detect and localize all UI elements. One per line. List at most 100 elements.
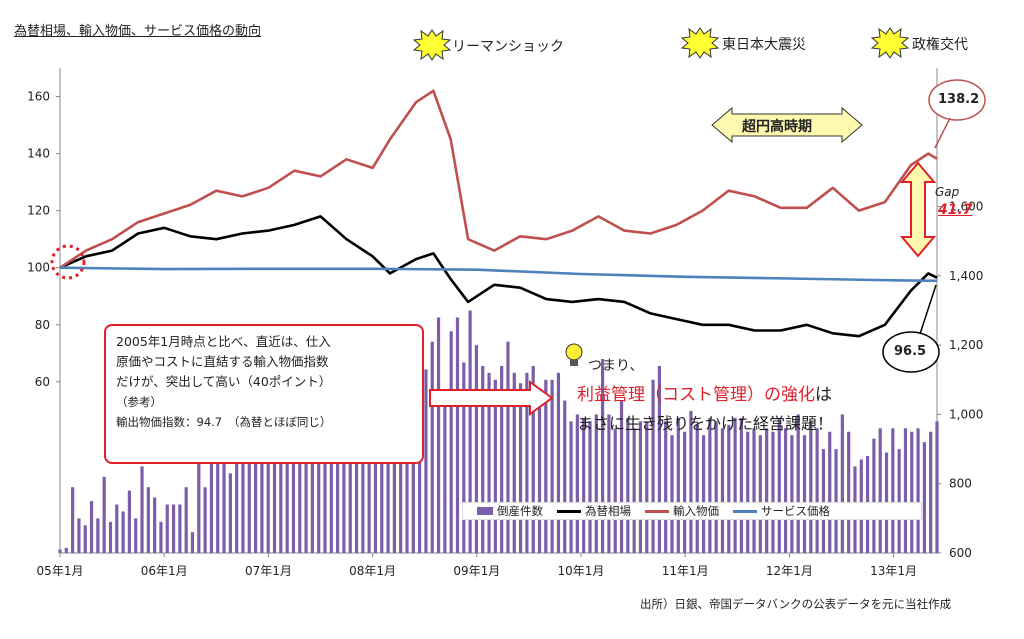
bar-bankruptcy xyxy=(828,431,832,553)
bar-bankruptcy xyxy=(247,449,251,553)
bar-bankruptcy xyxy=(468,310,472,553)
bar-bankruptcy xyxy=(878,428,882,553)
axes: 60 80 100 120 140 160 600 800 1,000 1,200 1,400 1,6… xyxy=(27,68,983,578)
bar-bankruptcy xyxy=(727,424,731,553)
bar-bankruptcy xyxy=(575,414,579,553)
bar-bankruptcy xyxy=(317,417,321,553)
bar-bankruptcy xyxy=(626,417,630,553)
bar-bankruptcy xyxy=(506,341,510,553)
bar-bankruptcy xyxy=(821,449,826,553)
bar-bankruptcy xyxy=(121,511,125,553)
bar-bankruptcy xyxy=(645,421,649,553)
callout-line: だけが、突出して高い（40ポイント） xyxy=(116,374,332,389)
bar-bankruptcy xyxy=(178,504,182,553)
bar-bankruptcy xyxy=(64,547,68,553)
start-marker-circle xyxy=(50,244,86,280)
bar-bankruptcy xyxy=(714,421,718,553)
bar-bankruptcy xyxy=(89,501,94,553)
bar-bankruptcy xyxy=(582,417,586,553)
bar-bankruptcy xyxy=(159,521,163,553)
event-label-regime-change: 政権交代 xyxy=(912,37,968,53)
y-left-tick-label: 160 xyxy=(27,90,50,104)
bar-bankruptcy xyxy=(373,379,378,553)
line-service_price xyxy=(59,266,938,283)
bar-bankruptcy xyxy=(367,404,371,553)
bar-bankruptcy xyxy=(569,421,573,553)
legend-label: サービス価格 xyxy=(761,504,830,518)
bar-bankruptcy xyxy=(436,317,441,553)
import-end-value: 138.2 xyxy=(938,92,980,107)
legend-swatch xyxy=(733,509,757,513)
star-icon xyxy=(870,27,910,59)
bar-bankruptcy xyxy=(134,518,138,553)
callout-line: 2005年1月時点と比べ、直近は、仕入 xyxy=(116,334,331,349)
y-right-tick-label: 1,400 xyxy=(949,269,983,283)
bar-bankruptcy xyxy=(443,404,447,553)
bar-bankruptcy xyxy=(916,428,920,553)
gap-value: 41.7 xyxy=(938,202,973,218)
legend-item: 輸入物価 xyxy=(645,503,719,519)
bar-bankruptcy xyxy=(304,414,308,553)
bar-bankruptcy xyxy=(840,414,844,553)
legend-label: 為替相場 xyxy=(585,504,631,518)
bar-bankruptcy xyxy=(601,359,605,553)
bar-bankruptcy xyxy=(664,421,668,553)
x-tick-label: 05年1月 xyxy=(37,564,84,578)
event-label-lehman: リーマンショック xyxy=(452,39,564,55)
bar-bankruptcy xyxy=(922,442,926,553)
bar-bankruptcy xyxy=(847,431,851,553)
bar-bankruptcy xyxy=(481,365,485,553)
line-series xyxy=(59,89,938,338)
bar-bankruptcy xyxy=(777,417,781,553)
bar-bankruptcy xyxy=(380,386,384,553)
chart-title: 為替相場、輸入物価、サービス価格の動向 xyxy=(14,24,262,39)
legend-swatch xyxy=(557,509,581,513)
bar-bankruptcy xyxy=(58,549,62,553)
bar-bankruptcy xyxy=(127,490,132,553)
y-right-tick-label: 1,200 xyxy=(949,338,983,352)
callout-line: 原価やコストに直結する輸入物価指数 xyxy=(116,354,329,369)
y-right-tick-label: 800 xyxy=(949,477,972,491)
y-left-tick-label: 120 xyxy=(27,204,50,218)
bar-bankruptcy xyxy=(430,341,434,553)
bar-bankruptcy xyxy=(525,372,529,553)
bar-bankruptcy xyxy=(77,518,81,553)
conclusion-body: まさに生き残りをかけた経営課題！ xyxy=(577,414,834,433)
bar-bankruptcy xyxy=(903,428,908,553)
bar-bankruptcy xyxy=(790,435,794,553)
bar-bankruptcy xyxy=(323,445,327,553)
bar-bankruptcy xyxy=(594,414,598,553)
bar-bankruptcy xyxy=(632,428,636,553)
bar-bankruptcy xyxy=(228,473,232,553)
event-label-earthquake: 東日本大震災 xyxy=(722,37,806,53)
x-tick-label: 07年1月 xyxy=(245,564,292,578)
conclusion-particle: は xyxy=(815,385,832,405)
x-tick-label: 12年1月 xyxy=(766,564,813,578)
bar-bankruptcy xyxy=(329,428,333,553)
bar-bankruptcy xyxy=(872,438,876,553)
bar-bankruptcy xyxy=(279,442,283,553)
bar-bankruptcy xyxy=(386,379,390,553)
line-import_price xyxy=(59,89,938,269)
bar-bankruptcy xyxy=(758,435,762,553)
conclusion-headline: 利益管理（コスト管理）の強化は xyxy=(577,380,832,405)
y-left-tick-label: 100 xyxy=(27,261,50,275)
import-end-pointer xyxy=(934,117,951,149)
bar-bankruptcy xyxy=(935,421,939,553)
bar-bankruptcy xyxy=(455,317,460,553)
bar-bankruptcy xyxy=(298,449,302,553)
bar-bankruptcy xyxy=(746,431,750,553)
bar-bankruptcy xyxy=(537,407,542,553)
bar-bankruptcy xyxy=(272,449,277,553)
bar-bankruptcy xyxy=(802,435,807,553)
line-fx xyxy=(59,215,938,338)
bar-bankruptcy xyxy=(153,497,157,553)
bar-bankruptcy xyxy=(720,428,725,553)
y-left-tick-label: 80 xyxy=(35,318,50,332)
callout-line: 輸出物価指数：94.7 （為替とほぼ同じ） xyxy=(116,415,332,429)
bar-bankruptcy xyxy=(260,431,264,553)
bar-bankruptcy xyxy=(531,365,535,553)
legend-swatch xyxy=(645,509,669,513)
bar-bankruptcy xyxy=(222,456,226,553)
bar-bankruptcy xyxy=(140,466,144,553)
